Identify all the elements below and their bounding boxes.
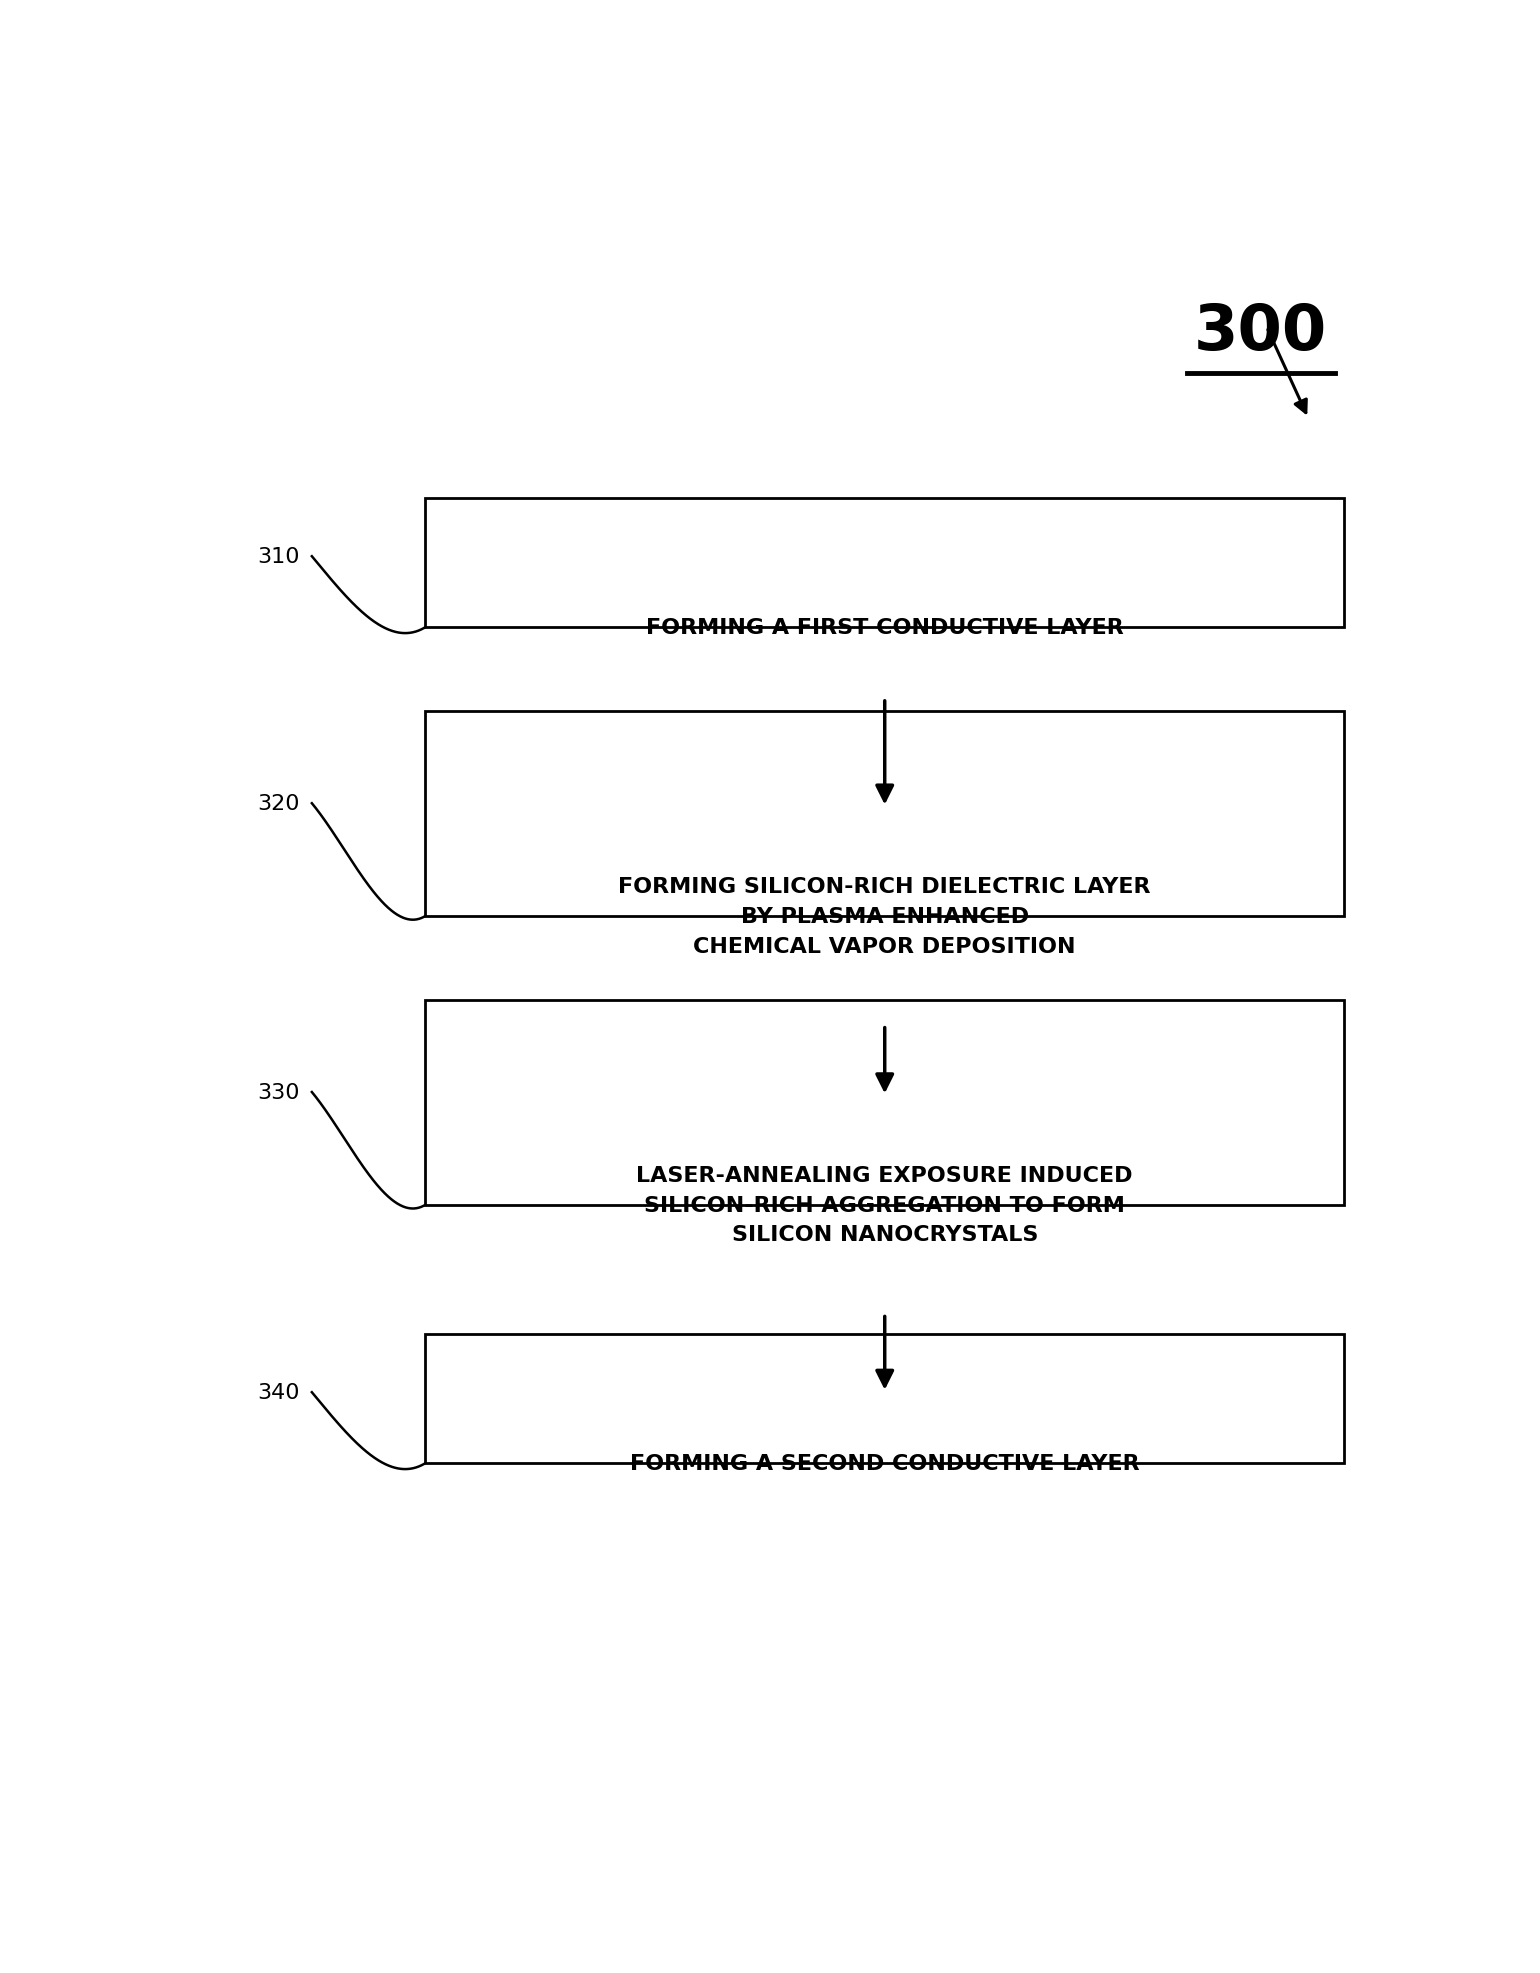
Bar — [425, 712, 1344, 917]
Text: FORMING A SECOND CONDUCTIVE LAYER: FORMING A SECOND CONDUCTIVE LAYER — [630, 1454, 1140, 1474]
Text: 320: 320 — [257, 793, 300, 813]
Text: LASER-ANNEALING EXPOSURE INDUCED
SILICON-RICH AGGREGATION TO FORM
SILICON NANOCR: LASER-ANNEALING EXPOSURE INDUCED SILICON… — [636, 1166, 1133, 1245]
Text: 310: 310 — [257, 547, 300, 566]
Text: 300: 300 — [1194, 300, 1327, 363]
Text: 340: 340 — [257, 1383, 300, 1403]
Bar — [425, 1000, 1344, 1206]
Text: FORMING SILICON-RICH DIELECTRIC LAYER
BY PLASMA ENHANCED
CHEMICAL VAPOR DEPOSITI: FORMING SILICON-RICH DIELECTRIC LAYER BY… — [619, 878, 1150, 957]
Bar — [425, 1334, 1344, 1464]
Text: FORMING A FIRST CONDUCTIVE LAYER: FORMING A FIRST CONDUCTIVE LAYER — [645, 618, 1124, 637]
Bar — [425, 499, 1344, 627]
Text: 330: 330 — [257, 1083, 300, 1103]
